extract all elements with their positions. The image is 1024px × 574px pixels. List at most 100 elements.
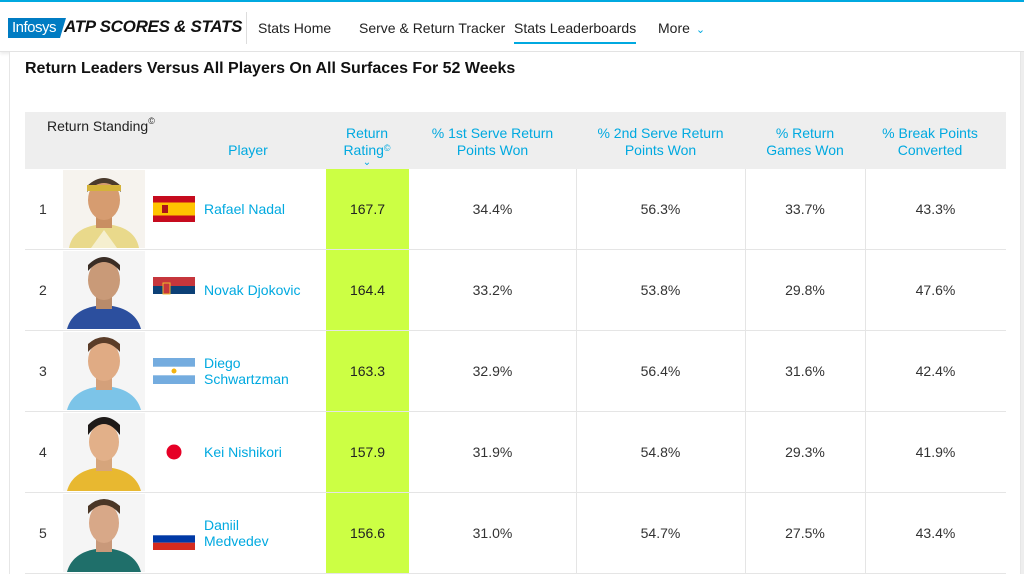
player-name-link[interactable]: Diego Schwartzman — [204, 355, 289, 387]
page-title: Return Leaders Versus All Players On All… — [25, 60, 516, 77]
player-photo[interactable] — [63, 251, 145, 329]
flag-spain-icon — [153, 196, 195, 222]
player-name-link[interactable]: Novak Djokovic — [204, 282, 300, 298]
header-rating-line2: Rating — [343, 142, 384, 158]
nav-stats-leaderboards[interactable]: Stats Leaderboards — [514, 20, 637, 44]
first-serve-return-pct: 31.0% — [472, 525, 513, 541]
header-break-points[interactable]: % Break Points Converted — [865, 125, 995, 159]
header-first-line1: % 1st Serve Return — [431, 125, 554, 141]
first-serve-return-pct: 33.2% — [472, 282, 513, 298]
table-row[interactable]: 2 Novak Djokovic 164.4 33.2% 53.8% 29.8%… — [25, 250, 1006, 331]
nav-more-label: More — [658, 20, 690, 36]
rank: 5 — [39, 525, 47, 541]
column-divider — [576, 250, 577, 330]
return-rating: 163.3 — [326, 331, 409, 411]
copyright-mark: © — [148, 116, 155, 126]
break-points-converted-pct: 42.4% — [915, 363, 956, 379]
column-divider — [576, 331, 577, 411]
player-name-link[interactable]: Rafael Nadal — [204, 201, 285, 217]
nav-more[interactable]: More ⌄ — [658, 20, 705, 36]
player-photo[interactable] — [63, 494, 145, 572]
rank: 2 — [39, 282, 47, 298]
column-divider — [865, 169, 866, 249]
header-bp-line2: Converted — [897, 142, 963, 158]
column-divider — [865, 493, 866, 573]
player-photo[interactable] — [63, 332, 145, 410]
header-games-line1: % Return — [775, 125, 835, 141]
header-games-line2: Games Won — [766, 142, 844, 158]
column-divider — [576, 493, 577, 573]
flag-serbia-icon — [153, 277, 195, 303]
return-games-won-pct: 33.7% — [785, 201, 825, 217]
header-return-standing[interactable]: Return Standing© — [47, 116, 155, 134]
player-name-link[interactable]: Daniil Medvedev — [204, 517, 269, 549]
break-points-converted-pct: 41.9% — [915, 444, 956, 460]
column-divider — [576, 412, 577, 492]
player-photo[interactable] — [63, 170, 145, 248]
flag-argentina-icon — [153, 358, 195, 384]
column-divider — [865, 412, 866, 492]
return-games-won-pct: 29.3% — [785, 444, 825, 460]
header-first-line2: Points Won — [456, 142, 529, 158]
return-rating: 157.9 — [326, 412, 409, 492]
second-serve-return-pct: 54.7% — [640, 525, 681, 541]
header-second-serve-return[interactable]: % 2nd Serve Return Points Won — [576, 125, 745, 159]
table-row[interactable]: 4 Kei Nishikori 157.9 31.9% 54.8% 29.3% … — [25, 412, 1006, 493]
nav-divider — [246, 12, 247, 44]
break-points-converted-pct: 47.6% — [915, 282, 956, 298]
second-serve-return-pct: 56.4% — [640, 363, 681, 379]
header-standing-label: Return Standing — [47, 118, 149, 134]
player-name-line1: Rafael Nadal — [204, 201, 285, 217]
column-divider — [745, 412, 746, 492]
header-player[interactable]: Player — [228, 142, 268, 158]
column-divider — [576, 169, 577, 249]
player-name-link[interactable]: Kei Nishikori — [204, 444, 282, 460]
column-divider — [865, 331, 866, 411]
column-divider — [865, 250, 866, 330]
player-name-line2: Medvedev — [204, 533, 269, 549]
copyright-mark: © — [383, 143, 391, 153]
player-name-line1: Daniil — [204, 517, 240, 533]
player-photo[interactable] — [63, 413, 145, 491]
infosys-logo[interactable]: Infosys — [8, 18, 67, 38]
header-rating-line1: Return — [345, 125, 389, 141]
column-divider — [745, 169, 746, 249]
player-name-line1: Kei Nishikori — [204, 444, 282, 460]
header-first-serve-return[interactable]: % 1st Serve Return Points Won — [409, 125, 576, 159]
table-row[interactable]: 5 Daniil Medvedev 156.6 31.0% 54.7% 27.5… — [25, 493, 1006, 574]
column-divider — [745, 250, 746, 330]
header-return-rating[interactable]: Return Rating© ⌄ — [326, 125, 408, 168]
flag-russia-icon — [153, 528, 195, 554]
rank: 4 — [39, 444, 47, 460]
return-rating: 156.6 — [326, 493, 409, 573]
nav-stats-home[interactable]: Stats Home — [258, 20, 332, 36]
player-name-line2: Schwartzman — [204, 371, 289, 387]
header-second-line2: Points Won — [624, 142, 697, 158]
return-games-won-pct: 31.6% — [785, 363, 825, 379]
first-serve-return-pct: 34.4% — [472, 201, 513, 217]
scrollbar[interactable] — [1021, 52, 1024, 574]
atp-brand-logo[interactable]: ATP SCORES & STATS — [64, 17, 243, 36]
table-header: Return Standing© Player Return Rating© ⌄… — [25, 112, 1006, 169]
rank: 3 — [39, 363, 47, 379]
header-second-line1: % 2nd Serve Return — [597, 125, 724, 141]
chevron-down-icon: ⌄ — [695, 24, 706, 36]
header-bp-line1: % Break Points — [882, 125, 978, 141]
return-games-won-pct: 27.5% — [785, 525, 825, 541]
player-name-line1: Novak Djokovic — [204, 282, 301, 298]
first-serve-return-pct: 32.9% — [472, 363, 513, 379]
break-points-converted-pct: 43.3% — [915, 201, 956, 217]
second-serve-return-pct: 53.8% — [640, 282, 681, 298]
table-row[interactable]: 1 Rafael Nadal 167.7 34.4% 56.3% 33.7% 4… — [25, 169, 1006, 250]
column-divider — [745, 331, 746, 411]
column-divider — [745, 493, 746, 573]
nav-serve-return-tracker[interactable]: Serve & Return Tracker — [359, 20, 506, 36]
header-return-games-won[interactable]: % Return Games Won — [745, 125, 865, 159]
flag-japan-icon — [153, 439, 195, 465]
table-row[interactable]: 3 Diego Schwartzman 163.3 32.9% 56.4% 31… — [25, 331, 1006, 412]
second-serve-return-pct: 56.3% — [640, 201, 681, 217]
second-serve-return-pct: 54.8% — [640, 444, 681, 460]
break-points-converted-pct: 43.4% — [915, 525, 956, 541]
player-name-line1: Diego — [204, 355, 241, 371]
chevron-down-icon: ⌄ — [362, 157, 372, 168]
